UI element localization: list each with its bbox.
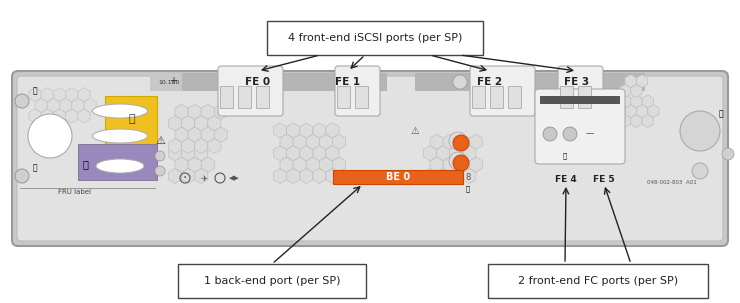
Circle shape xyxy=(543,127,557,141)
Text: 🔒: 🔒 xyxy=(466,186,470,192)
Text: FE 0: FE 0 xyxy=(246,77,271,87)
FancyBboxPatch shape xyxy=(558,66,603,116)
FancyBboxPatch shape xyxy=(470,66,535,116)
Bar xyxy=(220,86,233,108)
Circle shape xyxy=(680,111,720,151)
Circle shape xyxy=(453,75,467,89)
Text: 🔋: 🔋 xyxy=(82,159,88,169)
Bar xyxy=(355,86,368,108)
Circle shape xyxy=(155,166,165,176)
Text: FE 5: FE 5 xyxy=(593,175,615,184)
Text: 2 front-end FC ports (per SP): 2 front-end FC ports (per SP) xyxy=(518,276,678,286)
Text: +: + xyxy=(169,76,177,86)
Circle shape xyxy=(449,152,467,170)
Circle shape xyxy=(15,169,29,183)
Text: ·: · xyxy=(183,171,187,185)
Bar xyxy=(508,86,521,108)
Bar xyxy=(256,86,269,108)
Bar xyxy=(472,86,485,108)
Text: 🔧: 🔧 xyxy=(129,114,135,124)
Text: 8: 8 xyxy=(465,172,471,181)
Text: FE 2: FE 2 xyxy=(477,77,502,87)
Text: FE 3: FE 3 xyxy=(565,77,590,87)
Bar xyxy=(333,170,463,184)
Text: FE 1: FE 1 xyxy=(335,77,360,87)
FancyBboxPatch shape xyxy=(488,264,708,298)
Bar xyxy=(150,73,182,91)
Circle shape xyxy=(722,148,734,160)
Text: 🔒: 🔒 xyxy=(33,86,37,95)
Circle shape xyxy=(449,132,467,150)
Ellipse shape xyxy=(92,129,147,143)
FancyBboxPatch shape xyxy=(267,21,483,55)
Bar xyxy=(540,96,620,104)
Bar xyxy=(490,86,503,108)
Text: ⚠: ⚠ xyxy=(411,126,420,136)
Circle shape xyxy=(692,163,708,179)
Bar xyxy=(578,86,591,108)
FancyBboxPatch shape xyxy=(218,66,283,116)
FancyBboxPatch shape xyxy=(535,89,625,164)
Text: 🔒: 🔒 xyxy=(563,153,567,159)
FancyBboxPatch shape xyxy=(178,264,366,298)
Text: 🔒: 🔒 xyxy=(719,109,723,118)
Ellipse shape xyxy=(92,104,147,118)
Text: BE 0: BE 0 xyxy=(386,172,410,182)
Bar xyxy=(238,86,251,108)
Text: FE 4: FE 4 xyxy=(555,175,577,184)
Circle shape xyxy=(563,127,577,141)
Bar xyxy=(560,86,573,108)
Ellipse shape xyxy=(96,159,144,173)
Text: ✈: ✈ xyxy=(201,174,207,182)
Circle shape xyxy=(453,155,469,171)
Circle shape xyxy=(28,114,72,158)
Bar xyxy=(182,73,387,91)
Text: FRU label: FRU label xyxy=(58,189,92,195)
Bar xyxy=(415,73,645,91)
Text: ◀▶: ◀▶ xyxy=(229,175,239,181)
Text: 048-002-803  A01: 048-002-803 A01 xyxy=(647,181,697,185)
FancyBboxPatch shape xyxy=(17,76,723,241)
Bar xyxy=(78,144,157,180)
Bar xyxy=(105,96,157,146)
Circle shape xyxy=(15,94,29,108)
Text: 🔒: 🔒 xyxy=(33,164,37,172)
Text: 4 front-end iSCSI ports (per SP): 4 front-end iSCSI ports (per SP) xyxy=(288,33,462,43)
Circle shape xyxy=(453,135,469,151)
Text: 1 back-end port (per SP): 1 back-end port (per SP) xyxy=(204,276,340,286)
Circle shape xyxy=(155,151,165,161)
FancyBboxPatch shape xyxy=(335,66,380,116)
Bar xyxy=(337,86,350,108)
Text: ⚠: ⚠ xyxy=(155,136,165,146)
FancyBboxPatch shape xyxy=(12,71,728,246)
Text: 10.100: 10.100 xyxy=(158,79,179,85)
Text: —: — xyxy=(586,129,594,138)
